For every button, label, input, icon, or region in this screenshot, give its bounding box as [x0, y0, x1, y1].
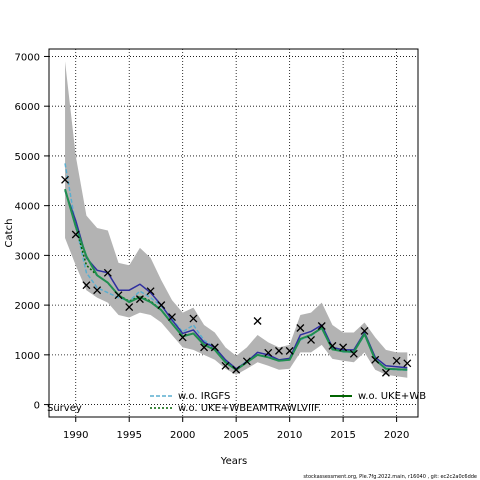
x-axis-title: Years — [220, 456, 247, 467]
legend-label-w-o-irgfs: w.o. IRGFS — [178, 391, 230, 402]
y-tick-label: 4000 — [15, 202, 40, 213]
observed-point — [157, 301, 166, 310]
observed-point — [349, 349, 358, 358]
observed-point — [61, 175, 70, 184]
x-tick-label: 1990 — [63, 430, 88, 441]
x-tick-label: 2005 — [223, 430, 248, 441]
observed-points — [61, 175, 412, 377]
observed-point — [307, 335, 316, 344]
observed-point — [381, 368, 390, 377]
y-tick-label: 1000 — [15, 351, 40, 362]
x-axis: 1990 1995 2000 2005 2010 2015 2020 — [63, 417, 409, 441]
observed-point — [274, 346, 283, 355]
observed-point — [360, 327, 369, 335]
observed-point — [189, 314, 198, 323]
plot-frame — [48, 48, 419, 418]
x-tick-label: 2015 — [330, 430, 355, 441]
observed-point — [114, 291, 123, 300]
observed-point — [371, 355, 380, 364]
legend-label-w-o-uke-wbeamtrawlviif: w.o. UKE+WBEAMTRAWLVIIF. — [178, 403, 321, 414]
legend-label-w-o-uke-wb: w.o. UKE+WB — [358, 391, 426, 402]
y-tick-label: 0 — [34, 401, 40, 412]
observed-point — [232, 365, 241, 374]
observed-point — [221, 361, 230, 370]
x-tick-label: 2000 — [170, 430, 195, 441]
observed-point — [328, 341, 337, 350]
observed-point — [264, 348, 273, 357]
observed-point — [125, 303, 134, 312]
observed-point — [82, 281, 91, 290]
y-tick-label: 5000 — [15, 152, 40, 163]
observed-point — [135, 295, 144, 304]
observed-point — [210, 343, 219, 352]
observed-point — [403, 359, 412, 368]
confidence-band — [65, 61, 408, 378]
observed-point — [168, 313, 176, 322]
y-tick-label: 2000 — [15, 301, 40, 312]
observed-point — [93, 286, 102, 295]
x-tick-label: 2010 — [277, 430, 302, 441]
observed-point — [200, 343, 209, 352]
observed-point — [296, 324, 305, 332]
observed-point — [178, 333, 187, 342]
legend-label-survey: Survey — [47, 403, 82, 414]
observed-point — [339, 343, 348, 352]
observed-point — [242, 357, 251, 366]
observed-point — [285, 346, 294, 355]
observed-point — [146, 287, 155, 296]
confidence-band-area — [65, 61, 408, 378]
footer-text: stockassessment.org, Ple.7fg.2022.main, … — [303, 474, 477, 480]
observed-point — [392, 356, 401, 365]
x-tick-label: 2020 — [384, 430, 409, 441]
observed-point — [103, 268, 112, 277]
y-tick-label: 6000 — [15, 102, 40, 113]
legend: w.o. IRGFS w.o. UKE+WBEAMTRAWLVIIF. w.o.… — [47, 391, 426, 414]
y-axis-title: Catch — [4, 219, 15, 248]
x-tick-label: 1995 — [116, 430, 141, 441]
y-tick-label: 3000 — [15, 251, 40, 262]
observed-point — [71, 230, 80, 239]
y-axis: 0 1000 2000 3000 4000 5000 6000 7000 — [15, 52, 49, 412]
observed-point — [317, 322, 326, 330]
y-tick-label: 7000 — [15, 52, 40, 63]
observed-point — [253, 317, 262, 325]
